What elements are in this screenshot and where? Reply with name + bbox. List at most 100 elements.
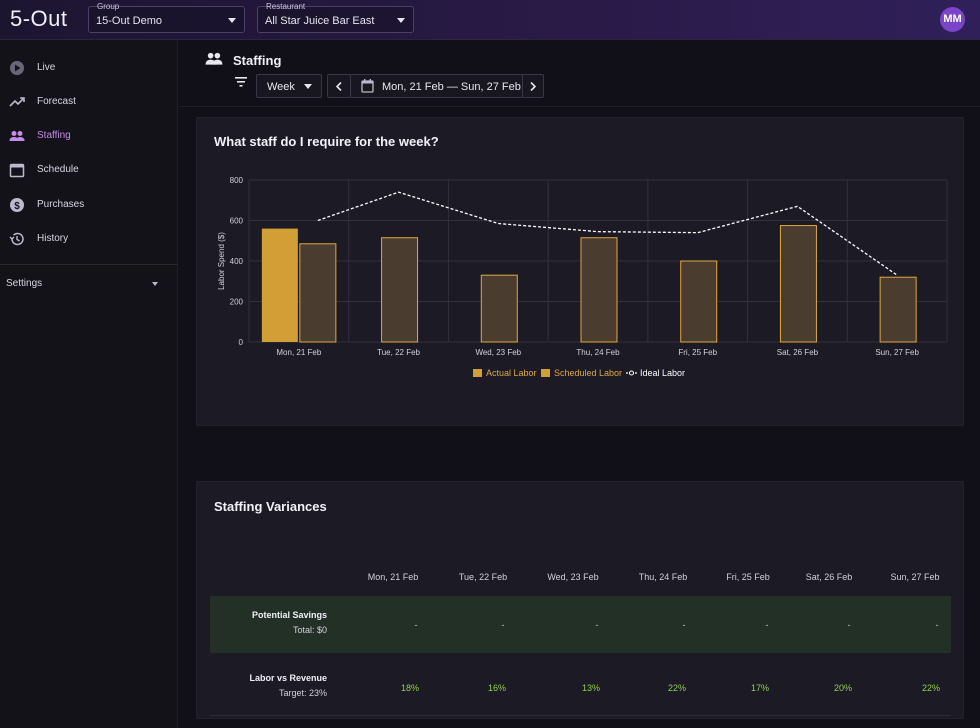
sidebar-item-label: Live — [37, 62, 56, 73]
actual-labor-bar — [261, 228, 298, 342]
sidebar-item-live[interactable]: Live — [0, 51, 178, 85]
sidebar-item-history[interactable]: History — [0, 222, 178, 256]
x-tick-label: Mon, 21 Feb — [276, 348, 321, 357]
labor-vs-revenue-target: Target: 23% — [278, 688, 327, 698]
variance-col-header: Wed, 23 Feb — [547, 572, 599, 582]
savings-cell: - — [595, 620, 599, 630]
sidebar-item-label: Forecast — [37, 96, 76, 107]
chevron-left-icon — [336, 82, 342, 91]
y-tick-label: 400 — [230, 257, 244, 266]
restaurant-select[interactable]: Restaurant All Star Juice Bar East — [257, 2, 414, 33]
ideal-labor-line — [317, 191, 898, 276]
labor-pct-cell: 16% — [487, 683, 506, 693]
x-tick-label: Sat, 26 Feb — [777, 348, 819, 357]
trending-up-icon — [9, 97, 25, 107]
y-tick-label: 800 — [230, 176, 244, 185]
sidebar-item-purchases[interactable]: $ Purchases — [0, 188, 178, 222]
legend-label-scheduled: Scheduled Labor — [554, 368, 622, 378]
top-bar: 5-Out Group 15-Out Demo Restaurant All S… — [0, 0, 980, 40]
labor-pct-cell: 18% — [400, 683, 419, 693]
date-range-start: Mon, 21 Feb — [382, 81, 444, 93]
row-label: Potential Savings Total: $0 — [252, 610, 327, 635]
scheduled-labor-bar — [381, 237, 419, 343]
savings-cell: - — [765, 620, 769, 630]
chevron-down-icon — [304, 84, 312, 89]
chevron-down-icon — [228, 18, 236, 23]
sidebar-item-label: Schedule — [37, 164, 79, 175]
settings-label: Settings — [6, 278, 43, 289]
group-select-value: 15-Out Demo — [96, 15, 163, 27]
period-select[interactable]: Week — [256, 74, 322, 98]
chevron-down-icon — [152, 282, 158, 286]
calendar-icon — [361, 79, 374, 93]
people-icon — [205, 52, 223, 65]
legend-label-actual: Actual Labor — [486, 368, 537, 378]
sidebar-item-schedule[interactable]: Schedule — [0, 153, 178, 187]
app-logo[interactable]: 5-Out — [10, 6, 68, 31]
staffing-variances-card: Staffing Variances Mon, 21 Feb Tue, 22 F… — [196, 481, 964, 719]
scheduled-labor-bar — [580, 237, 618, 343]
labor-pct-cell: 22% — [921, 683, 940, 693]
legend-marker-ideal — [629, 370, 634, 376]
dollar-circle-icon: $ — [10, 198, 24, 212]
savings-cell: - — [501, 620, 505, 630]
calendar-icon — [9, 163, 25, 178]
sidebar: Live Forecast Staffing Schedule $ Purcha… — [0, 40, 178, 728]
scheduled-labor-bar — [779, 225, 817, 343]
potential-savings-total: Total: $0 — [292, 625, 327, 635]
page-header: Staffing Week Mon, 21 Feb — Sun, 27 Feb — [179, 40, 980, 107]
main-content: Staffing Week Mon, 21 Feb — Sun, 27 Feb … — [179, 40, 980, 728]
next-week-button[interactable] — [522, 74, 544, 98]
restaurant-select-label: Restaurant — [266, 2, 306, 11]
row-label: Labor vs Revenue Target: 23% — [249, 673, 327, 698]
variance-col-header: Thu, 24 Feb — [638, 572, 688, 582]
x-tick-label: Fri, 25 Feb — [678, 348, 717, 357]
potential-savings-row: Potential Savings Total: $0 - - - - - - … — [210, 596, 951, 653]
user-avatar[interactable]: MM — [940, 7, 965, 32]
prev-week-button[interactable] — [327, 74, 351, 98]
y-tick-label: 200 — [230, 298, 244, 307]
date-range-picker[interactable]: Mon, 21 Feb — Sun, 27 Feb — [350, 74, 523, 98]
savings-cell: - — [682, 620, 686, 630]
sidebar-item-label: History — [37, 233, 69, 244]
scheduled-labor-bar — [680, 260, 718, 343]
x-tick-label: Wed, 23 Feb — [475, 348, 521, 357]
filter-icon[interactable] — [235, 77, 247, 87]
variance-col-header: Mon, 21 Feb — [367, 572, 419, 582]
row-divider — [210, 715, 951, 716]
savings-cell: - — [414, 620, 418, 630]
sidebar-item-staffing[interactable]: Staffing — [0, 119, 178, 153]
variance-col-header: Fri, 25 Feb — [726, 572, 770, 582]
settings-dropdown[interactable]: Settings — [0, 264, 178, 298]
legend-label-ideal: Ideal Labor — [640, 368, 685, 378]
variances-title: Staffing Variances — [214, 499, 327, 514]
page-title: Staffing — [233, 53, 282, 68]
y-axis-label: Labor Spend ($) — [217, 232, 226, 290]
y-tick-label: 0 — [239, 338, 244, 347]
variance-col-header: Sun, 27 Feb — [890, 572, 940, 582]
scheduled-labor-bar — [879, 276, 917, 343]
variance-col-header: Tue, 22 Feb — [458, 572, 508, 582]
x-tick-label: Sun, 27 Feb — [875, 348, 919, 357]
chevron-down-icon — [397, 18, 405, 23]
group-select-label: Group — [97, 2, 120, 11]
date-range-end: Sun, 27 Feb — [460, 81, 521, 93]
scheduled-labor-bar — [480, 274, 518, 343]
savings-cell: - — [935, 620, 939, 630]
y-tick-label: 600 — [230, 217, 244, 226]
date-range-separator: — — [446, 81, 458, 93]
people-icon — [9, 131, 25, 141]
labor-vs-revenue-label: Labor vs Revenue — [249, 673, 327, 683]
sidebar-item-forecast[interactable]: Forecast — [0, 85, 178, 119]
sidebar-item-label: Purchases — [37, 199, 85, 210]
staffing-chart-card: What staff do I require for the week? 0 2… — [196, 117, 964, 426]
play-circle-icon — [10, 61, 24, 75]
legend-swatch-actual — [473, 369, 482, 377]
history-icon — [9, 232, 24, 246]
sidebar-item-label: Staffing — [37, 130, 71, 141]
chevron-right-icon — [530, 82, 536, 91]
group-select[interactable]: Group 15-Out Demo — [88, 2, 245, 33]
period-select-value: Week — [267, 81, 295, 93]
savings-cell: - — [847, 620, 851, 630]
scheduled-labor-bar — [299, 243, 337, 343]
